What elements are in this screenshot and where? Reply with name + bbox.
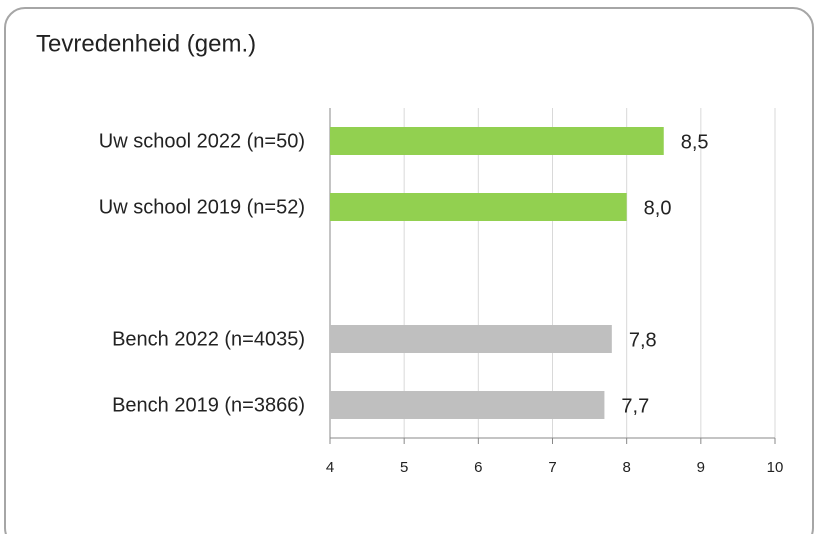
y-tick-label: Bench 2019 (n=3866) — [112, 394, 305, 416]
x-tick-label: 8 — [622, 459, 630, 476]
value-label: 8,0 — [644, 197, 672, 219]
x-tick-label: 4 — [326, 459, 334, 476]
value-label: 7,8 — [629, 329, 657, 351]
x-tick-label: 10 — [767, 459, 784, 476]
y-tick-label: Uw school 2019 (n=52) — [99, 196, 305, 218]
y-tick-label: Uw school 2022 (n=50) — [99, 130, 305, 152]
value-label: 8,5 — [681, 131, 709, 153]
x-tick-label: 9 — [697, 459, 705, 476]
x-tick-label: 7 — [548, 459, 556, 476]
x-tick-label: 6 — [474, 459, 482, 476]
bar — [330, 193, 627, 221]
bar — [330, 325, 612, 353]
bar — [330, 391, 605, 419]
x-tick-label: 5 — [400, 459, 408, 476]
y-tick-label: Bench 2022 (n=4035) — [112, 328, 305, 350]
chart-title: Tevredenheid (gem.) — [36, 30, 256, 57]
chart-frame — [4, 7, 814, 539]
value-label: 7,7 — [621, 395, 649, 417]
bar — [330, 127, 664, 155]
